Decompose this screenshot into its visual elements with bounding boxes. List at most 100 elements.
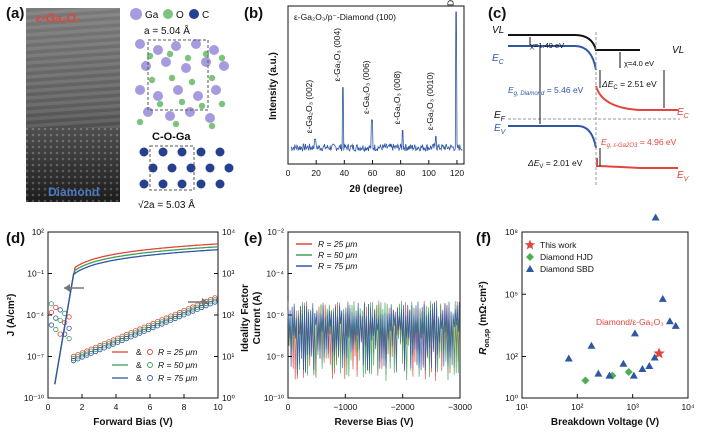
fwd-ideality-point xyxy=(48,309,55,315)
fwd-legend-amp-1: & xyxy=(136,360,142,370)
fwd-current-curve-0 xyxy=(54,243,219,385)
ga-atom xyxy=(141,61,151,71)
fwd-legend-marker-1 xyxy=(147,362,153,368)
fwd-ideality-point xyxy=(57,307,63,313)
rev-x-axis-label: Reverse Bias (V) xyxy=(335,417,414,428)
panel-label-a: (a) xyxy=(6,5,24,22)
bench-y-axis-label: Ron,sp (mΩ·cm²) xyxy=(478,281,491,354)
fwd-ideality-point xyxy=(66,325,72,331)
bench-y-tick-label: 10⁸ xyxy=(505,227,518,237)
o-atom xyxy=(172,120,180,128)
fwd-ideality-point xyxy=(207,301,214,307)
fwd-y2-tick-label: 10¹ xyxy=(222,352,234,362)
bench-x-tick-label: 10⁴ xyxy=(681,402,694,412)
bench-legend-marker-0 xyxy=(524,239,536,250)
fwd-ideality-point xyxy=(159,321,165,327)
o-atom xyxy=(184,54,192,62)
bench-point-triangle xyxy=(630,329,639,337)
bench-x-axis-label: Breakdown Voltage (V) xyxy=(551,417,659,428)
fwd-ideality-point xyxy=(48,301,55,307)
bench-point-triangle xyxy=(564,354,573,362)
ga-atom xyxy=(209,45,219,55)
c-atom xyxy=(177,179,187,189)
ga-atom xyxy=(205,113,215,123)
fwd-legend-marker-2 xyxy=(147,375,153,381)
fwd-current-curve-2 xyxy=(54,249,219,385)
bench-annotation: Diamond/ε-Ga₂O₃ xyxy=(596,317,664,327)
rev-legend-label-1: R = 50 μm xyxy=(318,250,357,260)
ga-atom xyxy=(173,85,183,95)
rev-x-tick-label: −2000 xyxy=(391,402,415,412)
o-atom-icon xyxy=(163,9,173,19)
xrd-peak-labels: ε-Ga₂O₃ (002) ε-Ga₂O₃ (004) ε-Ga₂O₃ (006) ε… xyxy=(304,0,455,133)
fwd-ideality-point xyxy=(57,317,63,323)
tem-ga2o3-layer xyxy=(26,8,120,128)
bench-point-triangle xyxy=(629,371,638,379)
xrd-x-tick-label: 0 xyxy=(286,168,291,178)
bench-point-triangle xyxy=(671,321,680,329)
ga-atom xyxy=(191,39,201,49)
c-atom-icon xyxy=(189,9,199,19)
rev-legend-label-0: R = 25 μm xyxy=(318,239,357,249)
xrd-x-tick-label: 100 xyxy=(422,168,436,178)
fwd-y2-tick-label: 10² xyxy=(222,310,234,320)
ga-atom xyxy=(171,41,181,51)
chi-left-text: χ=1.49 eV xyxy=(530,41,564,50)
fwd-ideality-point xyxy=(146,326,152,333)
o-atom xyxy=(166,50,174,58)
fwd-ideality-point xyxy=(203,302,209,309)
o-atom xyxy=(218,54,226,62)
o-atom xyxy=(136,118,144,126)
bench-point-triangle xyxy=(650,353,659,361)
bench-point-triangle xyxy=(665,317,674,325)
xrd-x-axis-label: 2θ (degree) xyxy=(349,184,402,195)
fwd-ideality-point xyxy=(66,335,72,342)
xrd-peak-label-3: ε-Ga₂O₃ (008) xyxy=(392,71,402,125)
c-atom xyxy=(139,147,149,157)
ef-label: EF xyxy=(494,110,506,123)
fwd-ideality-point xyxy=(128,334,134,340)
fwd-ideality-point xyxy=(190,308,196,314)
c-atom xyxy=(139,179,149,189)
bench-plot-frame xyxy=(521,231,689,399)
bench-x-tick-label: 10³ xyxy=(627,402,639,412)
fwd-ideality-point xyxy=(62,331,68,337)
xrd-x-ticks: 0 20 40 60 80 100 120 xyxy=(286,160,464,178)
diamond-ec-line xyxy=(508,45,597,71)
lattice-a-top: a = 5.04 Å xyxy=(144,24,190,37)
rev-x-tick-label: −3000 xyxy=(448,402,472,412)
fwd-y2-axis-label-bottom: Current (A) xyxy=(252,292,263,345)
fwd-legend-label-1: R = 50 μm xyxy=(158,360,197,370)
fwd-ideality-point xyxy=(48,322,55,328)
fwd-ideality-point xyxy=(101,345,108,351)
bench-y-tick-label: 10² xyxy=(506,352,518,362)
ga-atom-icon xyxy=(130,8,142,20)
bench-ticks: 10¹ 10² 10³ 10⁴ 10⁰ 10² 10⁵ 10⁸ xyxy=(505,227,695,412)
fwd-y2-axis-label-top: Ideality Factor xyxy=(240,284,251,352)
fwd-legend-label-0: R = 25 μm xyxy=(158,347,197,357)
panel-f-benchmark-chart: 10¹ 10² 10³ 10⁴ 10⁰ 10² 10⁵ 10⁸ This work Diamon… xyxy=(478,213,695,428)
bench-point-star xyxy=(653,347,665,359)
fwd-ticks: 0 2 4 6 8 10 10⁻¹⁰ 10⁻⁷ 10⁻⁴ 10⁻¹ 10² 10⁰ 10¹ 10² 10³ 1… xyxy=(24,227,236,412)
fwd-y2-tick-label: 10³ xyxy=(222,269,234,279)
rev-ticks: 0 −1000 −2000 −3000 10⁻¹⁰ 10⁻⁸ 10⁻⁶ 10⁻⁴ 10⁻² xyxy=(264,227,472,412)
o-atom xyxy=(208,74,216,82)
c-atom xyxy=(224,163,234,173)
chi-right-text: χ=4.0 eV xyxy=(624,59,654,68)
fwd-ideality-point xyxy=(53,304,59,310)
vl-left-label: VL xyxy=(492,25,504,36)
tem-title-bottom: Diamond xyxy=(48,185,99,199)
fwd-ideality-point xyxy=(123,335,130,342)
ev-left-label: EV xyxy=(494,123,507,136)
panel-label-f: (f) xyxy=(476,230,491,247)
c-atom xyxy=(196,179,206,189)
fwd-y2-tick-label: 10⁴ xyxy=(222,227,235,237)
ev-right-label: EV xyxy=(677,170,690,183)
tem-title-top: ε-Ga₂O₃ xyxy=(36,11,81,25)
rev-y-tick-label: 10⁻¹⁰ xyxy=(264,393,285,403)
panel-label-c: (c) xyxy=(488,5,506,22)
panel-d-forward-iv-chart: 0 2 4 6 8 10 10⁻¹⁰ 10⁻⁷ 10⁻⁴ 10⁻¹ 10² 10⁰ 10¹ 10² 10³ 1… xyxy=(6,227,263,428)
fwd-ideality-point xyxy=(132,332,138,338)
bench-point-triangle xyxy=(638,364,647,372)
